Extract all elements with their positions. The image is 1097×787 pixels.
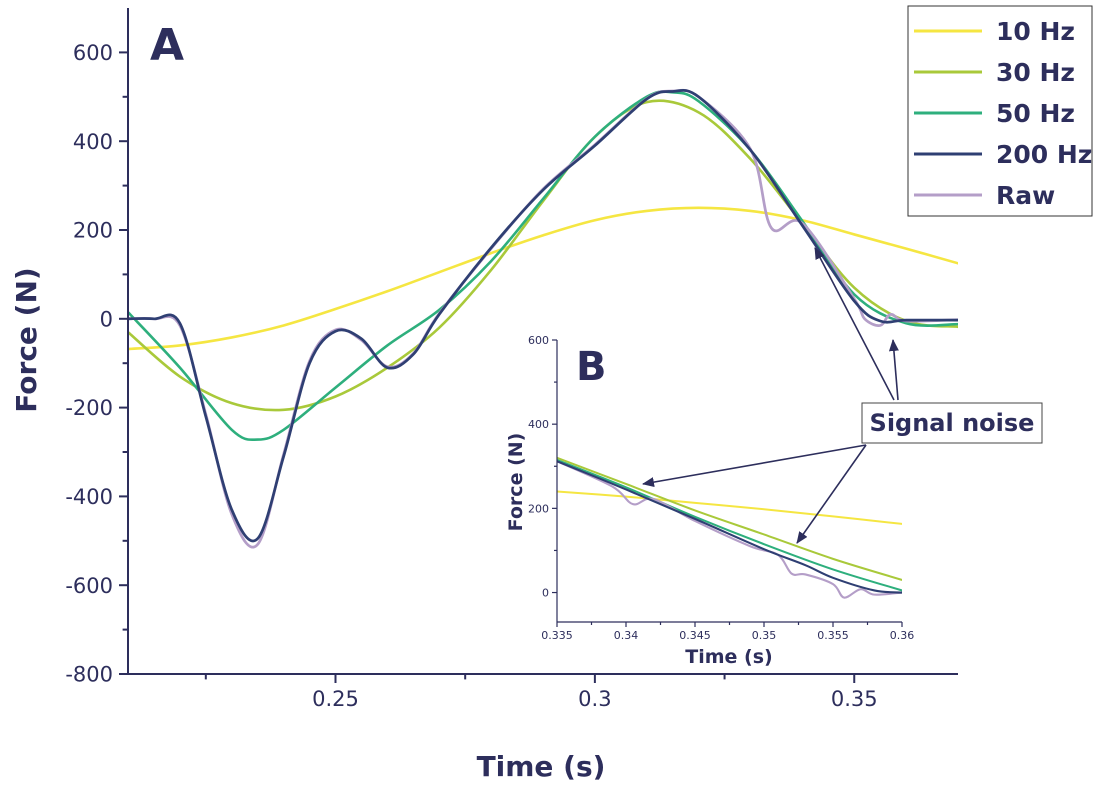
main-plot-series — [128, 88, 958, 549]
annotation-box — [861, 402, 1043, 444]
y-tick-label: -400 — [65, 485, 113, 509]
legend-label: 200 Hz — [996, 140, 1092, 169]
main-y-axis-title: Force (N) — [10, 267, 43, 412]
signal-noise-annotation: Signal noise — [642, 247, 1043, 544]
annotation-arrow — [796, 444, 867, 544]
series-line-10-hz — [557, 490, 902, 525]
x-tick-label: 0.25 — [312, 687, 359, 711]
x-tick-label: 0.36 — [890, 629, 915, 642]
y-tick-label: -600 — [65, 574, 113, 598]
series-line-30-hz — [557, 456, 902, 581]
series-line-50-hz — [128, 90, 958, 442]
x-tick-label: 0.35 — [752, 629, 777, 642]
series-line-50-hz — [557, 458, 902, 592]
inset-x-axis-title: Time (s) — [685, 646, 772, 668]
inset-plot-axes: 0 200 400 600 0.335 0.34 0.345 0.35 0.355 0.36 — [528, 334, 914, 642]
annotation-arrow — [814, 247, 895, 401]
legend-label: 50 Hz — [996, 99, 1075, 128]
x-tick-label: 0.355 — [817, 629, 849, 642]
x-tick-label: 0.345 — [679, 629, 711, 642]
annotation-text: Signal noise — [870, 409, 1035, 437]
panel-label-b: B — [576, 344, 607, 390]
legend-label: 30 Hz — [996, 58, 1075, 87]
y-tick-label: 200 — [73, 219, 113, 243]
main-x-axis-title: Time (s) — [477, 750, 606, 783]
main-plot-axes: -800 -600 -400 -200 0 200 400 600 0.25 0.3 0.35 — [65, 8, 958, 711]
legend-label: Raw — [996, 181, 1055, 210]
y-tick-label: 200 — [528, 502, 549, 515]
legend-label: 10 Hz — [996, 17, 1075, 46]
y-tick-label: 600 — [528, 334, 549, 347]
series-line-10-hz — [128, 206, 958, 351]
x-tick-label: 0.34 — [614, 629, 639, 642]
annotation-arrow — [888, 339, 899, 401]
x-tick-label: 0.3 — [578, 687, 611, 711]
inset-plot-series — [557, 456, 902, 599]
y-tick-label: 0 — [100, 307, 113, 331]
panel-label-a: A — [150, 20, 184, 71]
y-tick-label: 400 — [528, 418, 549, 431]
inset-y-axis-title: Force (N) — [505, 433, 527, 532]
legend-box — [907, 5, 1093, 217]
series-line-200-hz — [557, 460, 902, 594]
y-tick-label: 600 — [73, 41, 113, 65]
y-tick-label: 0 — [542, 586, 549, 599]
y-tick-label: -200 — [65, 396, 113, 420]
series-line-raw — [557, 460, 902, 599]
legend: 10 Hz 30 Hz 50 Hz 200 Hz Raw — [907, 5, 1093, 217]
series-line-200-hz — [128, 88, 958, 543]
x-tick-label: 0.35 — [831, 687, 878, 711]
x-tick-label: 0.335 — [541, 629, 573, 642]
y-tick-label: 400 — [73, 130, 113, 154]
annotation-arrow — [642, 444, 867, 488]
y-tick-label: -800 — [65, 663, 113, 687]
